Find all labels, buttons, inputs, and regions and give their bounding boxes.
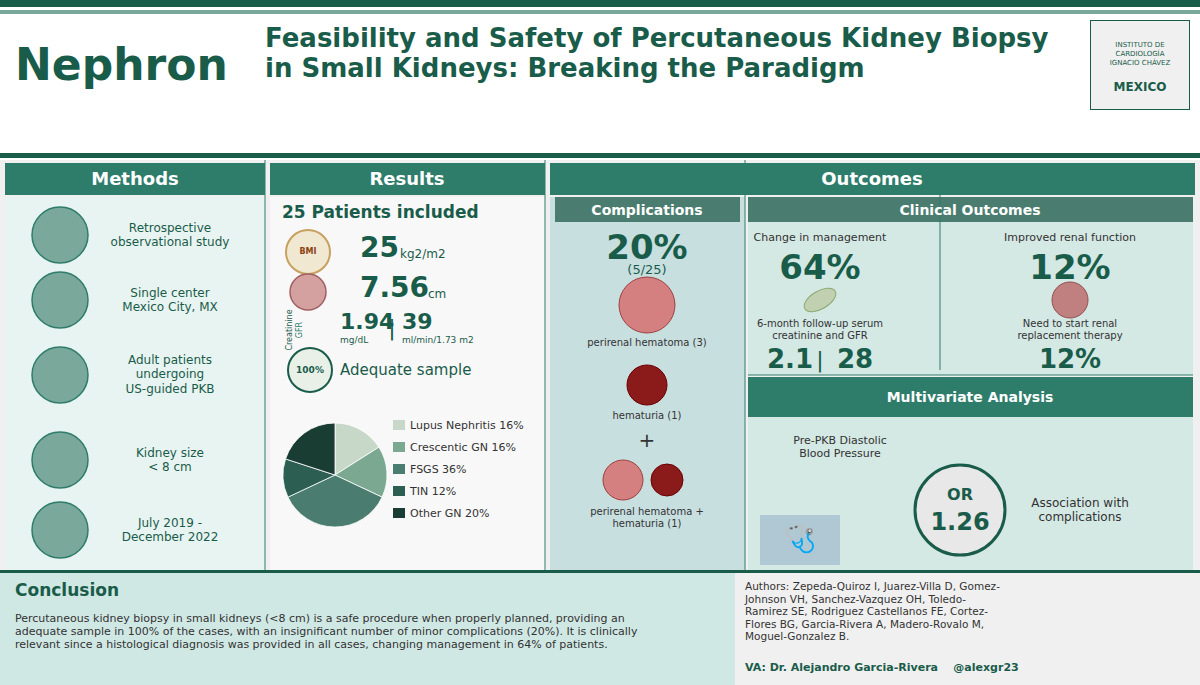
top-bar <box>0 0 1200 7</box>
analysis-label: Pre-PKB Diastolic Blood Pressure <box>793 434 887 460</box>
complication-label: hematuria (1) <box>613 410 682 422</box>
outcome-label: 6-month follow-up serum creatinine and G… <box>757 318 883 342</box>
icon-label: 100% <box>296 365 324 376</box>
method-item: Single center Mexico City, MX <box>122 286 217 315</box>
brand: Nephron <box>15 39 228 92</box>
analysis-label: Association with complications <box>1031 496 1129 525</box>
result-label: Adequate sample <box>340 361 471 379</box>
method-item: July 2019 - December 2022 <box>122 516 219 545</box>
result-unit: kg2/m2 <box>400 247 446 261</box>
divider <box>748 375 1193 376</box>
legend-label: Other GN 20% <box>410 507 489 520</box>
method-icon <box>32 207 88 263</box>
legend-swatch <box>393 508 405 518</box>
icon-label: BMI <box>299 247 316 257</box>
result-label: Creatinine <box>285 309 295 350</box>
visual-abstract-credit: VA: Dr. Alejandro Garcia-Rivera @alexgr2… <box>745 661 1019 674</box>
legend-label: TIN 12% <box>409 485 456 498</box>
outcome-label: Need to start renal replacement therapy <box>1017 318 1122 342</box>
pill-icon <box>800 283 839 316</box>
divider <box>545 160 546 570</box>
result-value: 7.56 <box>360 271 429 305</box>
logo-text: MEXICO <box>1114 80 1167 94</box>
complication-label: perirenal hematoma + hematuria (1) <box>590 506 704 530</box>
outcome-label: Change in management <box>754 231 887 244</box>
method-item: Adult patients undergoing US-guided PKB <box>125 353 214 396</box>
result-unit: cm <box>428 287 446 301</box>
odds-ratio-circle <box>915 465 1005 555</box>
outcome-value: 2.1 <box>767 344 813 375</box>
subsection-header: Multivariate Analysis <box>887 389 1054 406</box>
legend-swatch <box>393 442 405 452</box>
legend-swatch <box>393 464 405 474</box>
method-item: Kidney size < 8 cm <box>136 446 204 475</box>
outcome-value: 20% <box>606 227 687 268</box>
method-icon <box>32 347 88 403</box>
header-bar <box>0 153 1200 158</box>
kidney-icon <box>1052 282 1088 318</box>
result-unit: ml/min/1.73 m2 <box>402 335 474 346</box>
logo-text: INSTITUTO DE <box>1115 41 1164 49</box>
legend-label: Lupus Nephritis 16% <box>410 419 524 432</box>
result-unit: mg/dL <box>340 335 368 346</box>
top-bar-light <box>0 10 1200 14</box>
method-icon <box>32 502 88 558</box>
title: Feasibility and Safety of Percutaneous K… <box>265 24 1065 84</box>
outcome-value: 12% <box>1039 344 1101 375</box>
subsection-header: Clinical Outcomes <box>900 202 1041 219</box>
legend-label: FSGS 36% <box>410 463 467 476</box>
method-item: Retrospective observational study <box>111 221 230 250</box>
patients-count: 25 Patients included <box>282 202 479 222</box>
hematoma-icon <box>619 277 675 333</box>
outcome-label: Improved renal function <box>1004 231 1136 244</box>
odds-ratio-value: 1.26 <box>930 508 989 537</box>
outcome-value: 64% <box>779 247 860 288</box>
method-icon <box>32 432 88 488</box>
authors: Authors: Zepeda-Quiroz I, Juarez-Villa D… <box>745 580 1000 643</box>
result-value: 1.94 <box>340 309 394 335</box>
method-icon <box>32 272 88 328</box>
adequate-sample-icon <box>288 348 332 392</box>
hematoma-icon <box>603 460 643 500</box>
section-header: Methods <box>91 168 179 190</box>
legend-swatch <box>393 420 405 430</box>
blood-pressure-symbol: 🩺 <box>784 524 816 555</box>
result-value: 25 <box>360 231 399 265</box>
complication-label: perirenal hematoma (3) <box>587 337 706 349</box>
logo-text: IGNACIO CHÁVEZ <box>1110 59 1171 67</box>
subsection-header: Complications <box>591 202 702 219</box>
legend-swatch <box>393 486 405 496</box>
outcome-value: 28 <box>837 344 873 375</box>
legend-label: Crescentic GN 16% <box>410 441 516 454</box>
separator: | <box>388 315 395 341</box>
result-value: 39 <box>402 309 433 335</box>
plus-sign: + <box>639 428 656 452</box>
divider <box>940 195 941 370</box>
outcome-value: 12% <box>1029 247 1110 288</box>
hematuria-icon <box>627 365 667 405</box>
section-header: Outcomes <box>821 168 922 190</box>
divider <box>265 160 266 570</box>
hematuria-icon <box>651 464 683 496</box>
poster: Lupus Nephritis 16% Crescentic GN 16% FSGS… <box>0 0 1200 685</box>
logo-text: CARDIOLOGÍA <box>1116 50 1165 58</box>
odds-ratio-label: OR <box>947 485 973 504</box>
section-header: Results <box>369 168 444 190</box>
conclusion-text: Percutaneous kidney biopsy in small kidn… <box>15 612 637 652</box>
kidney-icon <box>290 274 326 310</box>
outcome-count: (5/25) <box>627 262 666 278</box>
separator: | <box>816 347 823 373</box>
conclusion-title: Conclusion <box>15 580 119 600</box>
divider <box>745 160 746 570</box>
bmi-icon <box>286 230 330 274</box>
result-label: GFR <box>295 322 305 338</box>
pie-slice <box>286 423 335 475</box>
